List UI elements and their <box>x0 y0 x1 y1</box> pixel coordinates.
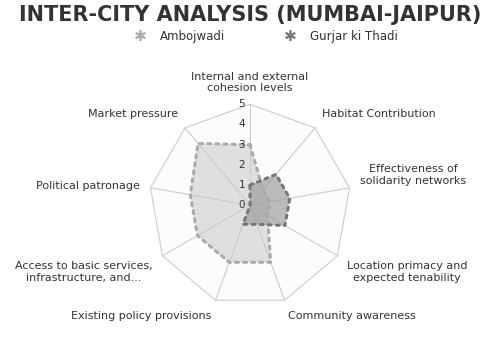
Text: Ambojwadi: Ambojwadi <box>160 30 225 43</box>
Polygon shape <box>190 143 270 262</box>
Text: 2: 2 <box>238 160 245 170</box>
Text: 0: 0 <box>238 200 245 210</box>
Text: 5: 5 <box>238 99 245 109</box>
Text: Gurjar ki Thadi: Gurjar ki Thadi <box>310 30 398 43</box>
Polygon shape <box>230 185 270 224</box>
Text: Market pressure: Market pressure <box>88 109 178 119</box>
Text: Existing policy provisions: Existing policy provisions <box>72 311 212 321</box>
Text: Internal and external
cohesion levels: Internal and external cohesion levels <box>192 72 308 93</box>
Text: Location primacy and
expected tenability: Location primacy and expected tenability <box>347 261 468 283</box>
Text: Access to basic services,
infrastructure, and...: Access to basic services, infrastructure… <box>15 261 153 283</box>
Polygon shape <box>150 104 350 300</box>
Polygon shape <box>190 145 310 262</box>
Text: Effectiveness of
solidarity networks: Effectiveness of solidarity networks <box>360 164 467 186</box>
Text: ✱: ✱ <box>284 29 296 44</box>
Text: ✱: ✱ <box>134 29 146 44</box>
Text: Political patronage: Political patronage <box>36 181 140 191</box>
Text: Community awareness: Community awareness <box>288 311 416 321</box>
Text: Habitat Contribution: Habitat Contribution <box>322 109 436 119</box>
Polygon shape <box>243 174 290 226</box>
Polygon shape <box>210 165 290 243</box>
Text: 3: 3 <box>238 140 245 150</box>
Polygon shape <box>170 125 330 281</box>
Text: 4: 4 <box>238 119 245 129</box>
Text: INTER-CITY ANALYSIS (MUMBAI-JAIPUR): INTER-CITY ANALYSIS (MUMBAI-JAIPUR) <box>19 5 481 25</box>
Text: 1: 1 <box>238 180 245 190</box>
